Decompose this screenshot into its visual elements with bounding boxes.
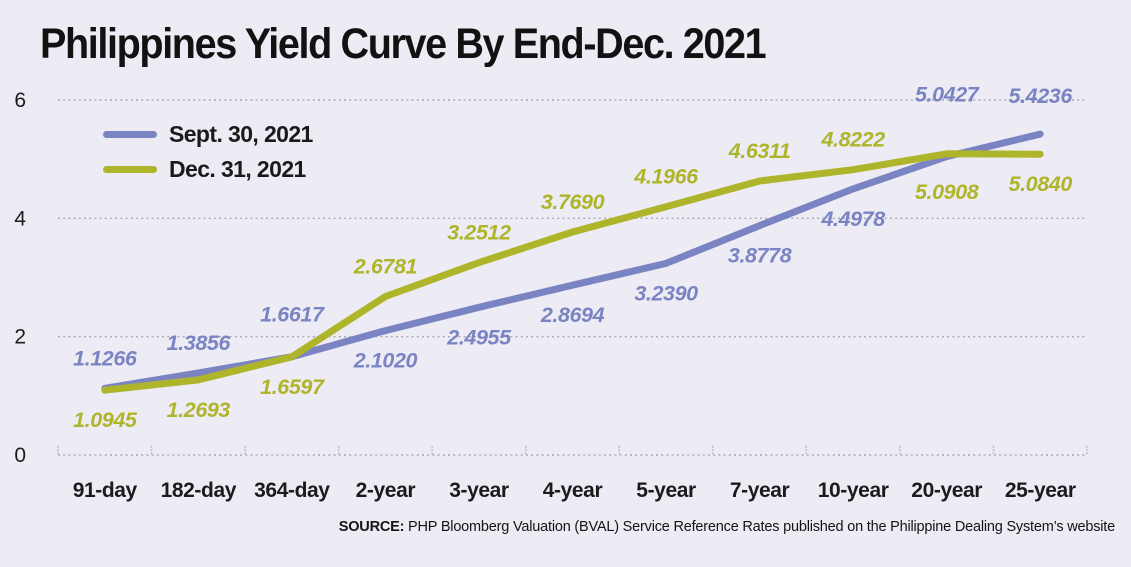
data-labels-0: 1.1266 1.3856 1.6617 2.1020 2.4955 2.8694 3.23…: [73, 83, 1074, 373]
data-label: 4.8222: [820, 128, 885, 152]
chart-legend: Sept. 30, 2021 Dec. 31, 2021: [103, 117, 313, 187]
dec-line-swatch: [103, 166, 157, 173]
y-tick-label: 6: [14, 89, 26, 112]
data-label: 1.1266: [73, 346, 138, 370]
data-label: 5.0840: [1009, 172, 1073, 196]
data-label: 5.0427: [915, 83, 980, 107]
legend-label-dec: Dec. 31, 2021: [169, 156, 306, 182]
data-label: 1.6617: [260, 303, 325, 327]
legend-label-sept: Sept. 30, 2021: [169, 121, 313, 147]
data-label: 3.7690: [541, 190, 605, 214]
chart-title: Philippines Yield Curve By End-Dec. 2021: [40, 20, 767, 68]
data-label: 1.2693: [167, 398, 231, 422]
data-label: 5.4236: [1009, 84, 1074, 108]
source-prefix: SOURCE:: [338, 519, 405, 535]
gridlines: 0 2 4 6: [14, 89, 1087, 467]
x-category-label: 91-day: [73, 479, 138, 502]
y-tick-label: 0: [14, 444, 26, 467]
source-text: PHP Bloomberg Valuation (BVAL) Service R…: [404, 519, 1115, 535]
baseline-ticks: [57, 446, 1088, 454]
x-category-label: 4-year: [543, 479, 603, 502]
x-category-label: 3-year: [449, 479, 509, 502]
data-label: 4.1966: [633, 165, 699, 189]
y-tick-label: 2: [14, 326, 26, 349]
data-label: 5.0908: [915, 180, 979, 204]
data-label: 3.2512: [447, 221, 511, 245]
data-labels-1: 1.0945 1.2693 1.6597 2.6781 3.2512 3.7690 4.19…: [73, 128, 1073, 433]
x-category-label: 10-year: [818, 479, 889, 502]
data-label: 1.0945: [73, 408, 138, 432]
x-category-label: 2-year: [356, 479, 416, 502]
legend-item-sept: Sept. 30, 2021: [103, 117, 313, 152]
data-label: 3.2390: [634, 281, 698, 305]
y-tick-label: 4: [14, 207, 26, 230]
data-label: 2.4955: [446, 325, 512, 349]
x-category-label: 364-day: [254, 479, 330, 502]
legend-item-dec: Dec. 31, 2021: [103, 152, 313, 187]
data-label: 1.6597: [260, 375, 325, 399]
sept-line-swatch: [103, 131, 157, 138]
series-line-1: [101, 150, 1044, 394]
x-category-label: 182-day: [161, 479, 237, 502]
x-category-label: 7-year: [730, 479, 790, 502]
data-label: 2.8694: [540, 303, 605, 327]
data-label: 2.1020: [353, 349, 418, 373]
data-label: 4.6311: [728, 139, 791, 163]
data-label: 3.8778: [728, 244, 792, 268]
data-label: 4.4978: [820, 207, 885, 231]
data-label: 2.6781: [353, 255, 417, 279]
x-category-label: 5-year: [636, 479, 696, 502]
x-axis-labels: 91-day 182-day 364-day 2-year 3-year 4-year 5-…: [73, 479, 1077, 502]
data-label: 1.3856: [167, 331, 232, 355]
source-attribution: SOURCE: PHP Bloomberg Valuation (BVAL) S…: [339, 519, 1115, 535]
x-category-label: 25-year: [1005, 479, 1076, 502]
x-category-label: 20-year: [911, 479, 982, 502]
